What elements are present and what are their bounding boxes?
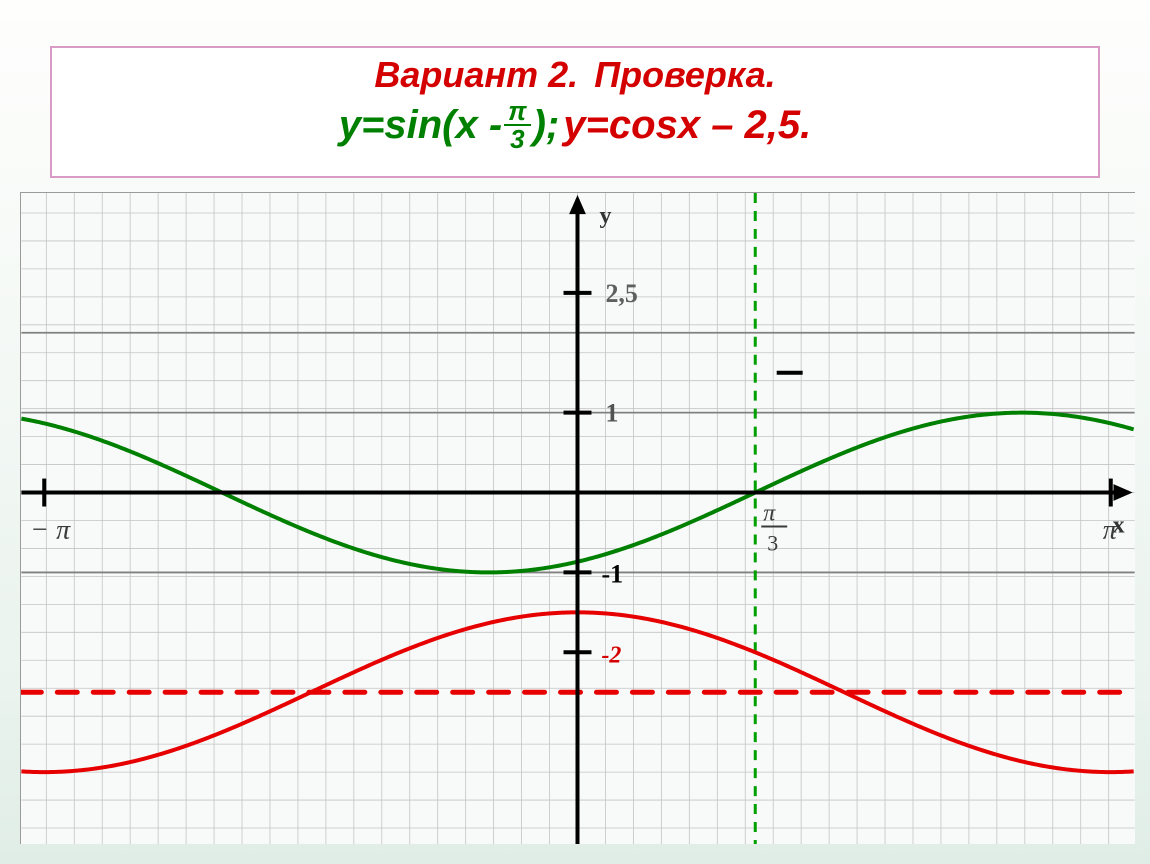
header-box: Вариант 2. Проверка. y=sin(x - π 3 ); y=… — [50, 46, 1100, 178]
tick-label-1: 1 — [605, 399, 618, 428]
label-pi3-den: 3 — [767, 530, 778, 555]
page: Вариант 2. Проверка. y=sin(x - π 3 ); y=… — [0, 0, 1150, 864]
tick-label-m2: -2 — [601, 642, 621, 668]
f1-fraction: π 3 — [504, 98, 531, 152]
tick-label-2-5: 2,5 — [605, 279, 637, 308]
y-axis-arrow — [569, 195, 586, 214]
title-part2: Проверка. — [594, 54, 775, 95]
f1-suffix: ); — [533, 103, 560, 148]
formula-line: y=sin(x - π 3 ); y=cosx – 2,5. — [52, 98, 1098, 152]
tick-label-m1: -1 — [601, 559, 623, 588]
label-pi: π — [1103, 514, 1118, 545]
x-axis-arrow — [1113, 484, 1132, 501]
formula-cos: y=cosx – 2,5. — [563, 103, 811, 148]
chart-svg: yx2,51-1-2− πππ3 — [21, 193, 1135, 844]
f1-num: π — [504, 98, 531, 126]
title-line: Вариант 2. Проверка. — [52, 54, 1098, 96]
formula-sin: y=sin(x - π 3 ); — [339, 98, 560, 152]
label-pi3-num: π — [763, 500, 776, 526]
y-axis-label: y — [599, 203, 611, 229]
title-part1: Вариант 2. — [374, 54, 578, 95]
chart-area: yx2,51-1-2− πππ3 — [20, 192, 1135, 844]
f1-prefix: y=sin(x - — [339, 103, 502, 148]
f1-den: 3 — [506, 126, 528, 152]
label-minus-pi: − π — [30, 514, 71, 545]
